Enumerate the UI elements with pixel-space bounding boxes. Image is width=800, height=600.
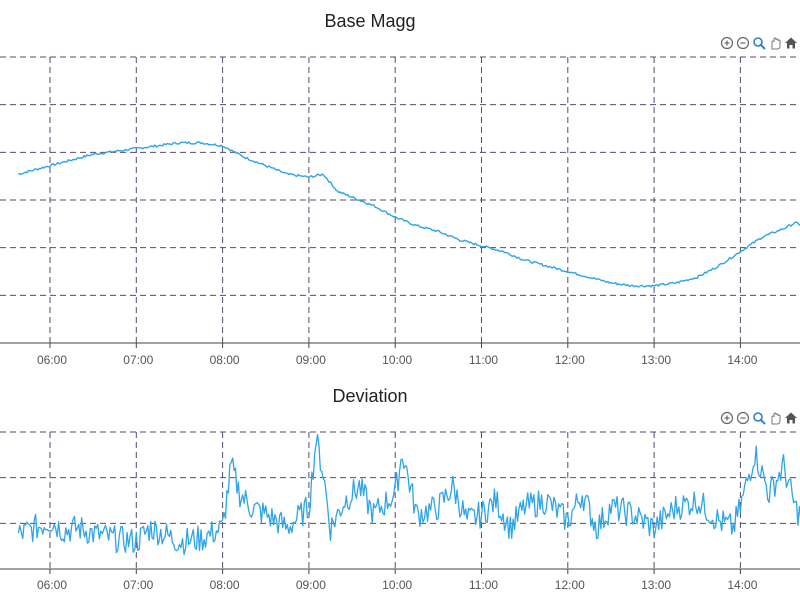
zoom-in-icon[interactable] (720, 411, 734, 425)
zoom-in-icon[interactable] (720, 36, 734, 50)
series-line (18, 141, 800, 288)
x-tick-label: 06:00 (37, 353, 67, 367)
pan-icon[interactable] (768, 36, 782, 50)
chart-toolbar (720, 36, 798, 50)
x-tick-label: 09:00 (296, 353, 326, 367)
x-tick-label: 13:00 (641, 578, 671, 592)
x-tick-label: 13:00 (641, 353, 671, 367)
x-tick-label: 07:00 (123, 353, 153, 367)
x-tick-label: 11:00 (469, 353, 498, 367)
chart-title: Base Magg (324, 11, 416, 31)
chart-panel-base-magg: Base Magg 06:00 07:00 08:00 09:00 10:00 11:00… (0, 0, 800, 375)
home-icon[interactable] (784, 36, 798, 50)
plot-area-deviation[interactable]: 06:00 07:00 08:00 09:00 10:00 11:00 12:00 13:00… (0, 375, 800, 600)
x-tick-label: 06:00 (37, 578, 67, 592)
x-tick-label: 10:00 (382, 353, 412, 367)
x-tick-label: 11:00 (469, 578, 498, 592)
x-tick-label: 07:00 (123, 578, 153, 592)
x-tick-label: 12:00 (555, 353, 585, 367)
x-tick-label: 14:00 (727, 578, 757, 592)
series-line (17, 434, 800, 556)
zoom-out-icon[interactable] (736, 411, 750, 425)
x-tick-label: 08:00 (210, 353, 240, 367)
x-tick-label: 09:00 (296, 578, 326, 592)
x-tick-label: 08:00 (210, 578, 240, 592)
chart-toolbar (720, 411, 798, 425)
x-tick-label: 10:00 (382, 578, 412, 592)
x-tick-label: 14:00 (727, 353, 757, 367)
chart-title: Deviation (332, 386, 408, 406)
plot-area-base-magg[interactable]: 06:00 07:00 08:00 09:00 10:00 11:00 12:00 13:00… (0, 0, 800, 375)
chart-panel-deviation: Deviation 06:00 07:00 08:00 09:00 10:00 11:00… (0, 375, 800, 600)
home-icon[interactable] (784, 411, 798, 425)
magnify-icon[interactable] (752, 411, 766, 425)
magnify-icon[interactable] (752, 36, 766, 50)
zoom-out-icon[interactable] (736, 36, 750, 50)
x-tick-label: 12:00 (555, 578, 585, 592)
pan-icon[interactable] (768, 411, 782, 425)
